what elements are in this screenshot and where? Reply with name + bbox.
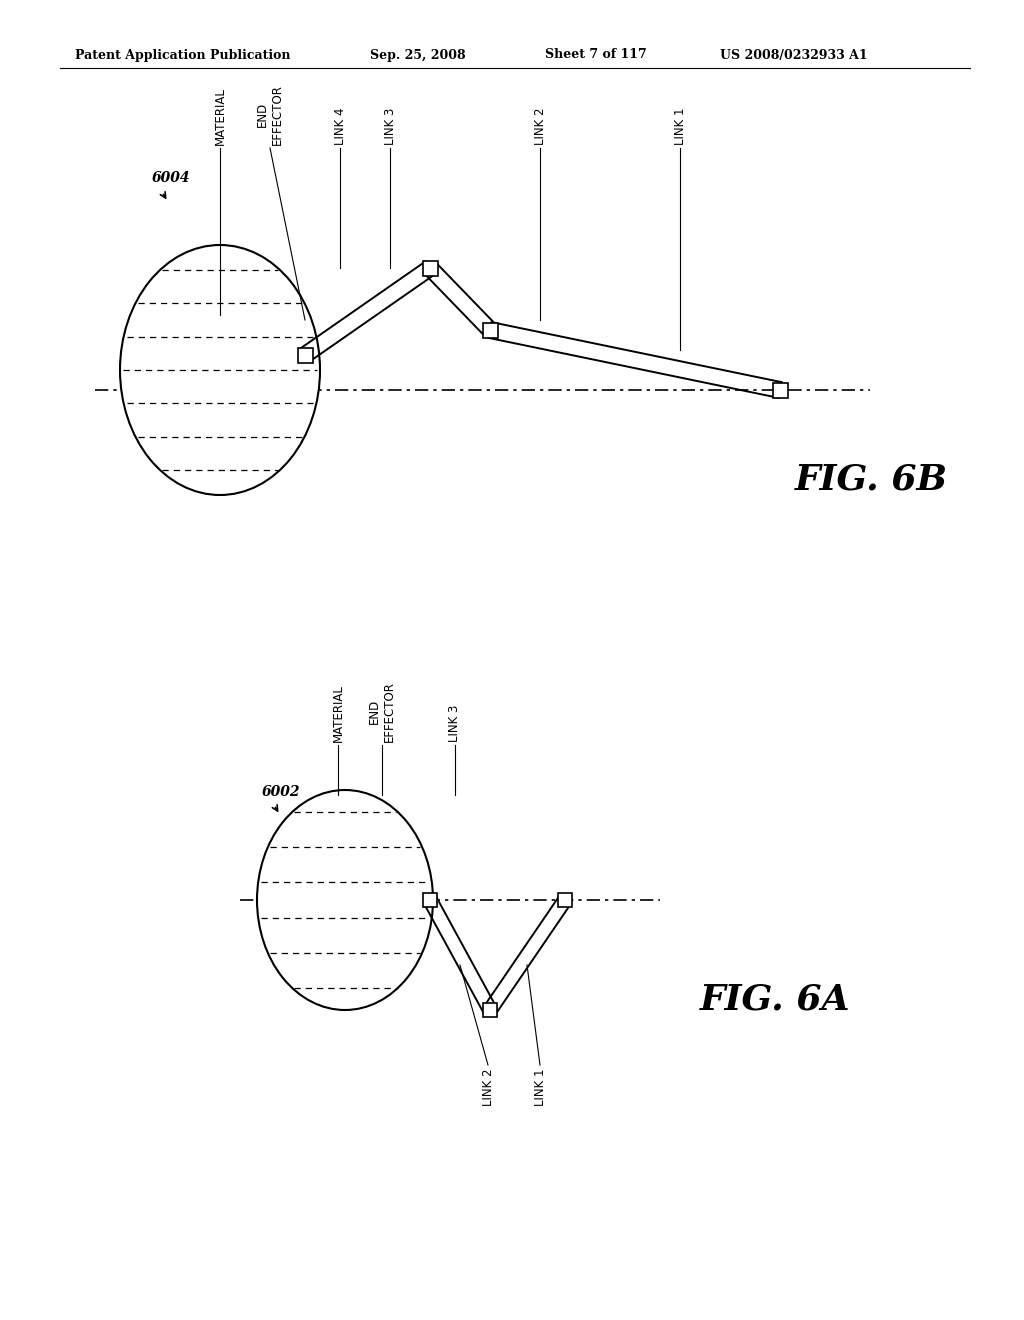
Text: LINK 3: LINK 3 [384,108,396,145]
Text: MATERIAL: MATERIAL [332,684,344,742]
Polygon shape [772,383,787,397]
Polygon shape [558,894,572,907]
Polygon shape [298,347,312,363]
Text: LINK 2: LINK 2 [534,107,547,145]
Text: Sep. 25, 2008: Sep. 25, 2008 [370,49,466,62]
Polygon shape [423,894,437,907]
Polygon shape [482,322,498,338]
Text: LINK 1: LINK 1 [534,1069,547,1106]
Polygon shape [423,260,437,276]
Text: LINK 4: LINK 4 [334,107,346,145]
Text: LINK 3: LINK 3 [449,705,462,742]
Text: 6004: 6004 [152,172,190,185]
Text: US 2008/0232933 A1: US 2008/0232933 A1 [720,49,867,62]
Text: FIG. 6A: FIG. 6A [700,983,851,1016]
Text: 6002: 6002 [262,785,300,799]
Ellipse shape [120,246,319,495]
Text: Sheet 7 of 117: Sheet 7 of 117 [545,49,647,62]
Text: FIG. 6B: FIG. 6B [795,463,948,498]
Ellipse shape [257,789,433,1010]
Text: Patent Application Publication: Patent Application Publication [75,49,291,62]
Text: END
EFFECTOR: END EFFECTOR [256,84,284,145]
Text: LINK 1: LINK 1 [674,107,686,145]
Text: MATERIAL: MATERIAL [213,87,226,145]
Text: LINK 2: LINK 2 [481,1069,495,1106]
Text: END
EFFECTOR: END EFFECTOR [368,681,396,742]
Polygon shape [483,1003,497,1016]
